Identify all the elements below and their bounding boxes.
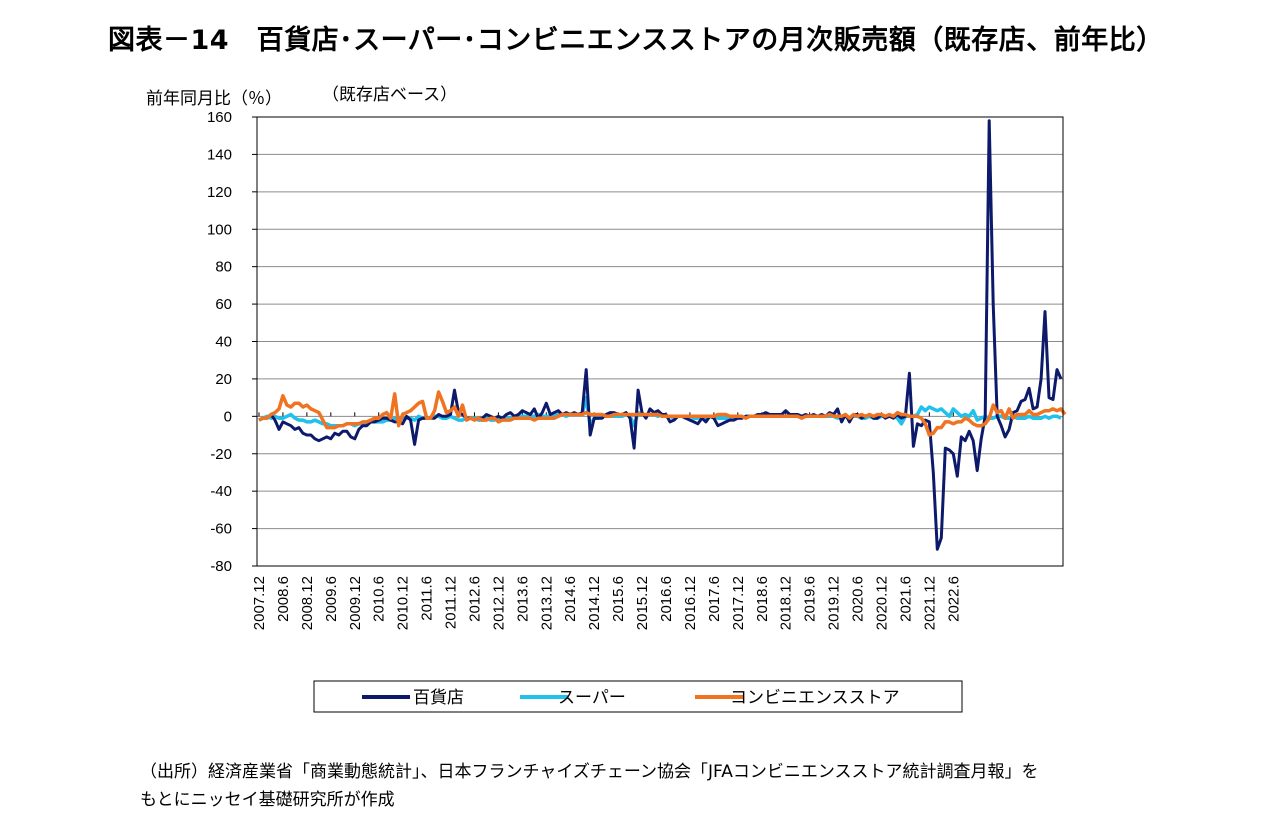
plot-frame	[256, 116, 1064, 567]
y-tick-label: -80	[210, 558, 232, 575]
x-tick-label: 2013.12	[538, 576, 555, 630]
y-axis-ticks: 160 140 120 100 80 60 40 20 0 -20 -40 -60 -80	[207, 109, 257, 575]
x-axis-ticks: 2007.12 2008.6 2008.12 2009.6 2009.12 2010.6 2…	[251, 412, 962, 630]
x-tick-label: 2018.6	[754, 576, 771, 622]
y-tick-label: -40	[210, 483, 232, 500]
x-tick-label: 2019.6	[802, 576, 819, 622]
x-tick-label: 2016.12	[682, 576, 699, 630]
y-tick-label: 40	[215, 334, 232, 351]
y-tick-label: 120	[207, 184, 232, 201]
x-tick-label: 2017.6	[706, 576, 723, 622]
y-tick-label: 100	[207, 221, 232, 238]
x-tick-label: 2008.12	[299, 576, 316, 630]
x-tick-label: 2019.12	[826, 576, 843, 630]
series-lines	[258, 119, 1067, 551]
y-tick-label: 0	[224, 408, 232, 425]
y-tick-label: -60	[210, 521, 232, 538]
x-tick-label: 2011.6	[419, 576, 436, 621]
legend-label-cvs: コンビニエンスストア	[730, 688, 900, 708]
x-tick-label: 2018.12	[778, 576, 795, 630]
y-axis-unit-label: 前年同月比（％）	[146, 89, 282, 109]
source-line-2: もとにニッセイ基礎研究所が作成	[140, 790, 395, 810]
y-tick-label: 60	[215, 296, 232, 313]
x-tick-label: 2007.12	[251, 576, 268, 630]
x-tick-label: 2015.12	[634, 576, 651, 630]
x-tick-label: 2013.6	[514, 576, 531, 622]
legend: 百貨店 スーパー コンビニエンスストア	[313, 680, 963, 713]
x-tick-label: 2010.6	[371, 576, 388, 622]
x-tick-label: 2010.12	[395, 576, 412, 630]
series-line-dept	[258, 119, 1063, 551]
x-tick-label: 2012.6	[466, 576, 483, 622]
y-tick-label: 20	[215, 371, 232, 388]
x-tick-label: 2021.6	[897, 576, 914, 622]
x-tick-label: 2022.6	[945, 576, 962, 622]
x-tick-label: 2014.12	[586, 576, 603, 630]
legend-label-dept: 百貨店	[413, 688, 464, 708]
y-tick-label: -20	[210, 446, 232, 463]
x-tick-label: 2020.12	[873, 576, 890, 630]
chart-title: 図表－14 百貨店･スーパー･コンビニエンスストアの月次販売額（既存店、前年比）	[108, 25, 1164, 56]
x-tick-label: 2009.6	[323, 576, 340, 622]
legend-box	[313, 680, 963, 713]
grid-lines	[257, 116, 1063, 567]
source-line-1: （出所）経済産業省「商業動態統計」、日本フランチャイズチェーン協会「JFAコンビ…	[140, 762, 1039, 782]
y-axis-sub-label: （既存店ベース）	[322, 85, 458, 105]
y-tick-label: 140	[207, 146, 232, 163]
y-tick-label: 160	[207, 109, 232, 126]
x-tick-label: 2020.6	[850, 576, 867, 622]
x-tick-label: 2011.12	[443, 576, 460, 629]
x-tick-label: 2014.6	[562, 576, 579, 622]
x-tick-label: 2008.6	[275, 576, 292, 622]
x-tick-label: 2016.6	[658, 576, 675, 622]
x-tick-label: 2015.6	[610, 576, 627, 622]
x-tick-label: 2017.12	[730, 576, 747, 630]
x-tick-label: 2009.12	[347, 576, 364, 630]
x-tick-label: 2012.12	[490, 576, 507, 630]
y-tick-label: 80	[215, 259, 232, 276]
series-line-cvs	[258, 390, 1067, 437]
legend-label-super: スーパー	[558, 688, 626, 708]
source-note: （出所）経済産業省「商業動態統計」、日本フランチャイズチェーン協会「JFAコンビ…	[140, 758, 1240, 814]
x-tick-label: 2021.12	[921, 576, 938, 630]
